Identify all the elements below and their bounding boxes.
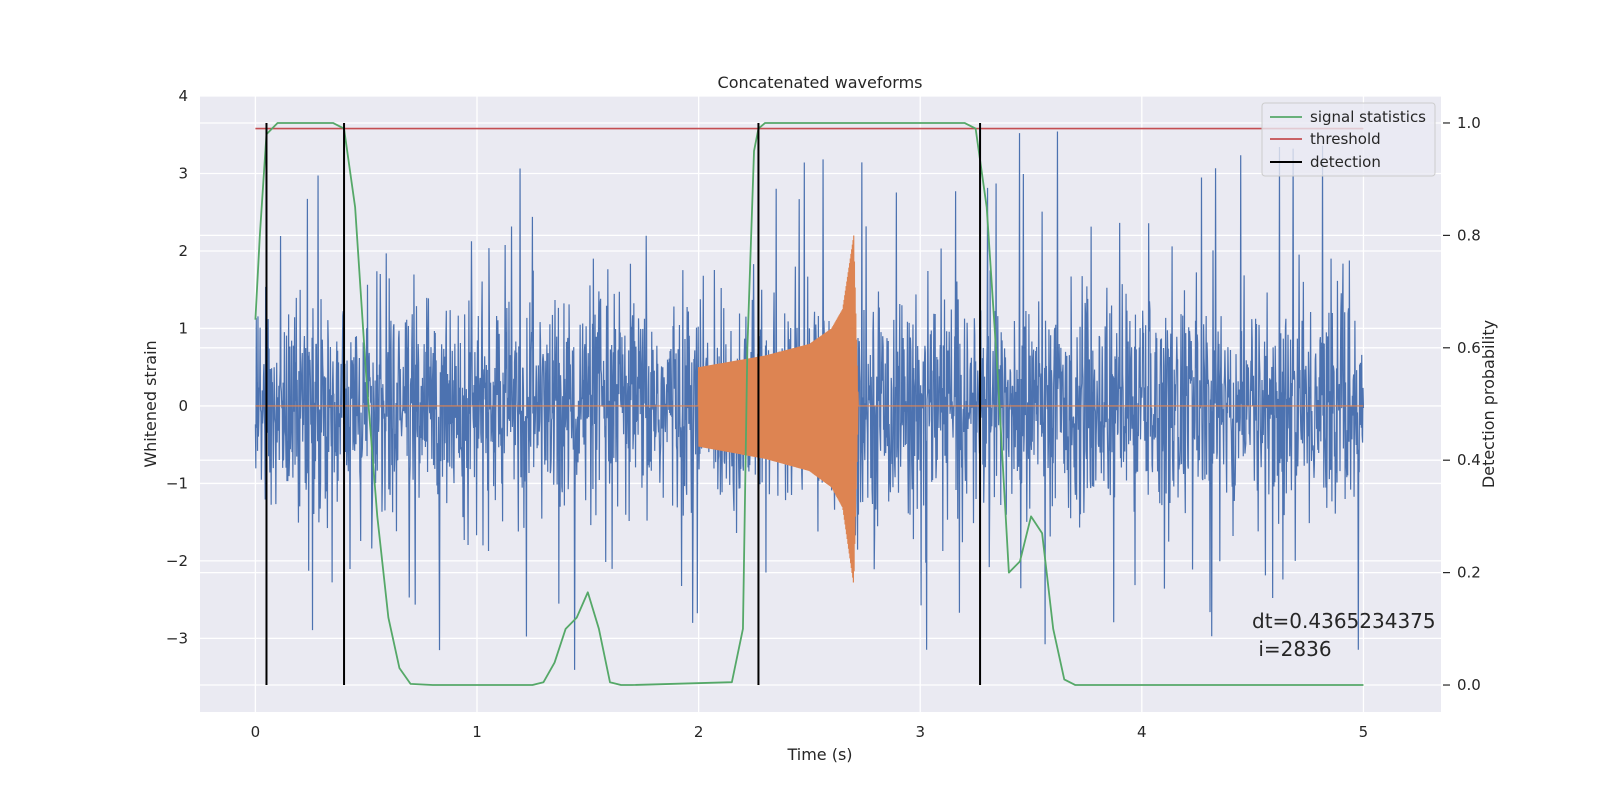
y-tick-label: 3 bbox=[178, 164, 188, 182]
strain-layer bbox=[254, 131, 1365, 670]
y-tick-label: 2 bbox=[178, 242, 188, 260]
x-tick-label: 1 bbox=[472, 723, 482, 741]
annotation-i: i=2836 bbox=[1252, 637, 1332, 661]
y2-tick-label: 0.4 bbox=[1457, 451, 1481, 469]
legend-label-signal-statistics: signal statistics bbox=[1310, 108, 1426, 126]
y-tick-label: 1 bbox=[178, 319, 188, 337]
y-tick-label: −1 bbox=[166, 474, 188, 492]
detection-layer bbox=[265, 122, 982, 686]
legend-label-detection: detection bbox=[1310, 153, 1381, 171]
annotation-dt: dt=0.4365234375 bbox=[1252, 609, 1436, 633]
strain-series bbox=[254, 131, 1365, 670]
x-tick-label: 5 bbox=[1359, 723, 1369, 741]
x-tick-label: 4 bbox=[1137, 723, 1147, 741]
x-tick-label: 2 bbox=[694, 723, 704, 741]
tick-layer: 0 1 2 3 4 5 −3 −2 −1 0 1 2 3 4 0.0 0.2 0.4 0.6 0.8 1.0 bbox=[166, 87, 1481, 741]
y-tick-label: 0 bbox=[178, 397, 188, 415]
data-layer bbox=[254, 122, 1365, 686]
y2-tick-label: 0.0 bbox=[1457, 676, 1481, 694]
chart-title: Concatenated waveforms bbox=[718, 73, 923, 92]
y2-tick-label: 0.2 bbox=[1457, 564, 1481, 582]
template-series bbox=[255, 235, 1364, 583]
legend: signal statistics threshold detection bbox=[1261, 102, 1436, 177]
legend-label-threshold: threshold bbox=[1310, 130, 1381, 148]
y2-tick-label: 1.0 bbox=[1457, 114, 1481, 132]
y-axis-label: Whitened strain bbox=[141, 340, 160, 467]
y2-axis-label: Detection probability bbox=[1479, 320, 1498, 488]
x-axis-label: Time (s) bbox=[786, 745, 852, 764]
legend-box bbox=[1261, 102, 1436, 177]
signal-statistics-series bbox=[254, 122, 1364, 686]
y-tick-label: −2 bbox=[166, 552, 188, 570]
template-layer bbox=[255, 235, 1364, 583]
x-tick-label: 0 bbox=[251, 723, 261, 741]
y-tick-label: −3 bbox=[166, 629, 188, 647]
signal-statistics-layer bbox=[254, 122, 1364, 686]
y-tick-label: 4 bbox=[178, 87, 188, 105]
y2-tick-label: 0.8 bbox=[1457, 226, 1481, 244]
y2-tick-label: 0.6 bbox=[1457, 339, 1481, 357]
x-tick-label: 3 bbox=[915, 723, 925, 741]
